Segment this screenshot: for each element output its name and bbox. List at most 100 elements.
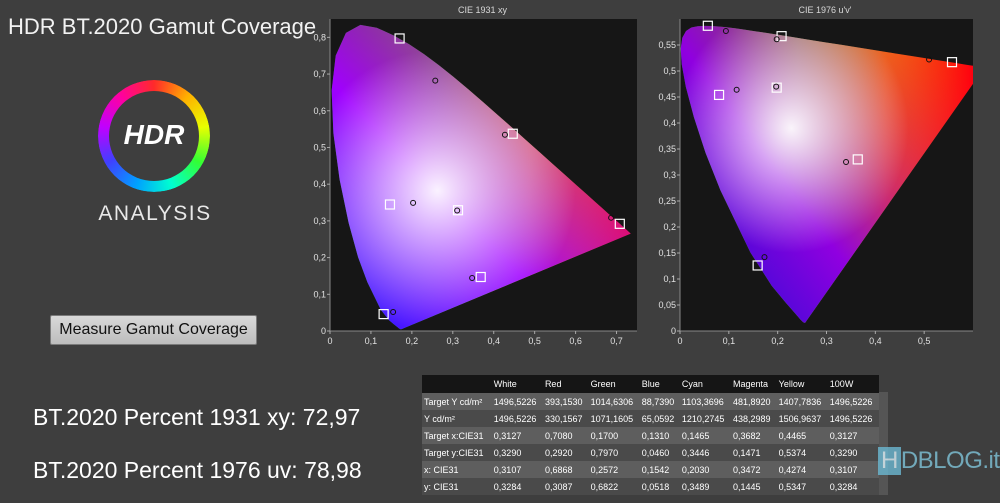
measured-point-marker (432, 77, 439, 84)
table-cell: 0,0518 (639, 478, 680, 495)
column-header: Cyan (679, 375, 732, 393)
table-cell: 1014,6306 (588, 393, 640, 410)
watermark-logo: H DBLOG.it (878, 447, 1000, 475)
y-tick-label: 0,1 (663, 274, 676, 284)
hdr-logo: HDR (98, 80, 210, 192)
target-point-marker (771, 82, 782, 93)
table-cell: 0,0460 (639, 444, 680, 461)
table-cell: 0,3127 (827, 427, 879, 444)
target-point-marker (713, 89, 725, 101)
y-tick-label: 0,2 (313, 253, 326, 263)
row-label: Target x:CIE31 (422, 427, 492, 444)
y-tick-label: 0,3 (313, 216, 326, 226)
table-cell: 0,3284 (827, 478, 879, 495)
result-1931-percent: BT.2020 Percent 1931 xy: 72,97 (33, 404, 361, 430)
table-cell: 393,1530 (542, 393, 589, 410)
target-point-marker (394, 33, 405, 44)
y-tick-label: 0,2 (663, 222, 676, 232)
table-cell: 1496,5226 (491, 393, 543, 410)
x-tick-label: 0,2 (406, 336, 419, 346)
measured-point-marker (410, 199, 417, 206)
column-header: White (491, 375, 543, 393)
y-tick-label: 0,4 (663, 118, 676, 128)
target-point-marker (752, 260, 763, 271)
y-tick-label: 0,45 (658, 92, 676, 102)
table-cell: 0,3107 (491, 461, 543, 478)
table-cell: 1407,7836 (776, 393, 828, 410)
table-cell: 0,1700 (588, 427, 640, 444)
measured-point-marker (773, 83, 780, 90)
row-label: Target y:CIE31 (422, 444, 492, 461)
app-title: HDR BT.2020 Gamut Coverage (8, 14, 317, 39)
target-point-marker (475, 271, 486, 283)
target-point-marker (614, 218, 625, 229)
table-cell: 330,1567 (542, 410, 589, 427)
table-cell: 1071,1605 (588, 410, 640, 427)
measured-point-marker (733, 86, 740, 93)
table-cell: 0,3472 (731, 461, 777, 478)
table-cell: 0,5347 (776, 478, 828, 495)
table-cell: 481,8920 (731, 393, 777, 410)
y-tick-label: 0 (671, 326, 676, 336)
y-tick-label: 0,5 (313, 142, 326, 152)
measured-point-marker (843, 159, 850, 165)
measured-point-marker (608, 214, 615, 221)
x-tick-label: 0,1 (723, 336, 736, 346)
y-tick-label: 0,1 (313, 289, 326, 299)
table-cell: 65,0592 (639, 410, 680, 427)
cie-1976-chart: 0 0,1 0,2 0,3 0,4 0,5 0 0,05 0,1 0,15 0,2 0,25 0,3 0,… (658, 19, 973, 346)
row-label: Y cd/m² (422, 410, 492, 427)
measured-point-marker (761, 254, 768, 261)
y-tick-label: 0,8 (313, 32, 326, 42)
table-row: Target Y cd/m² 1496,5226 393,1530 1014,6306… (422, 393, 879, 410)
table-cell: 0,5374 (776, 444, 828, 461)
x-tick-label: 0,4 (487, 336, 500, 346)
table-row: Target x:CIE31 0,3127 0,7080 0,1700 0,1310 0,… (422, 427, 879, 444)
y-tick-label: 0 (321, 326, 326, 336)
measure-gamut-button[interactable]: Measure Gamut Coverage (50, 315, 257, 345)
target-point-marker (776, 31, 787, 42)
table-cell: 0,3446 (679, 444, 732, 461)
x-tick-label: 0,1 (365, 336, 378, 346)
x-tick-label: 0 (327, 336, 332, 346)
table-cell: 0,1542 (639, 461, 680, 478)
table-cell: 0,3682 (731, 427, 777, 444)
table-cell: 0,2920 (542, 444, 589, 461)
measured-point-marker (926, 56, 933, 63)
table-scrollbar[interactable] (879, 392, 888, 495)
column-header: Blue (639, 375, 680, 393)
x-tick-label: 0,4 (869, 336, 882, 346)
row-label: y: CIE31 (422, 478, 492, 495)
table-header-row: White Red Green Blue Cyan Magenta Yellow 100W (422, 375, 879, 393)
measured-point-marker (773, 36, 780, 43)
table-row: Target y:CIE31 0,3290 0,2920 0,7970 0,0460 0,… (422, 444, 879, 461)
table-cell: 0,3489 (679, 478, 732, 495)
table-cell: 0,7970 (588, 444, 640, 461)
measured-point-marker (390, 308, 397, 315)
measurement-table: White Red Green Blue Cyan Magenta Yellow 100W T… (422, 375, 879, 495)
x-tick-label: 0,7 (610, 336, 623, 346)
y-tick-label: 0,15 (658, 248, 676, 258)
y-tick-label: 0,05 (658, 300, 676, 310)
table-cell: 0,2030 (679, 461, 732, 478)
y-tick-label: 0,6 (313, 106, 326, 116)
table-cell: 1506,9637 (776, 410, 828, 427)
x-tick-label: 0,5 (528, 336, 541, 346)
table-cell: 0,1310 (639, 427, 680, 444)
table-cell: 0,1465 (679, 427, 732, 444)
row-label: x: CIE31 (422, 461, 492, 478)
table-cell: 0,2572 (588, 461, 640, 478)
table-cell: 0,3127 (491, 427, 543, 444)
column-header: Yellow (776, 375, 828, 393)
column-header: 100W (827, 375, 879, 393)
x-tick-label: 0,6 (569, 336, 582, 346)
table-cell: 0,4465 (776, 427, 828, 444)
table-cell: 0,1445 (731, 478, 777, 495)
x-tick-label: 0,3 (820, 336, 833, 346)
target-point-marker (852, 154, 863, 165)
table-cell: 1210,2745 (679, 410, 732, 427)
x-tick-label: 0,5 (918, 336, 931, 346)
table-cell: 1103,3696 (679, 393, 732, 410)
target-point-marker (452, 205, 464, 216)
y-tick-label: 0,55 (658, 40, 676, 50)
